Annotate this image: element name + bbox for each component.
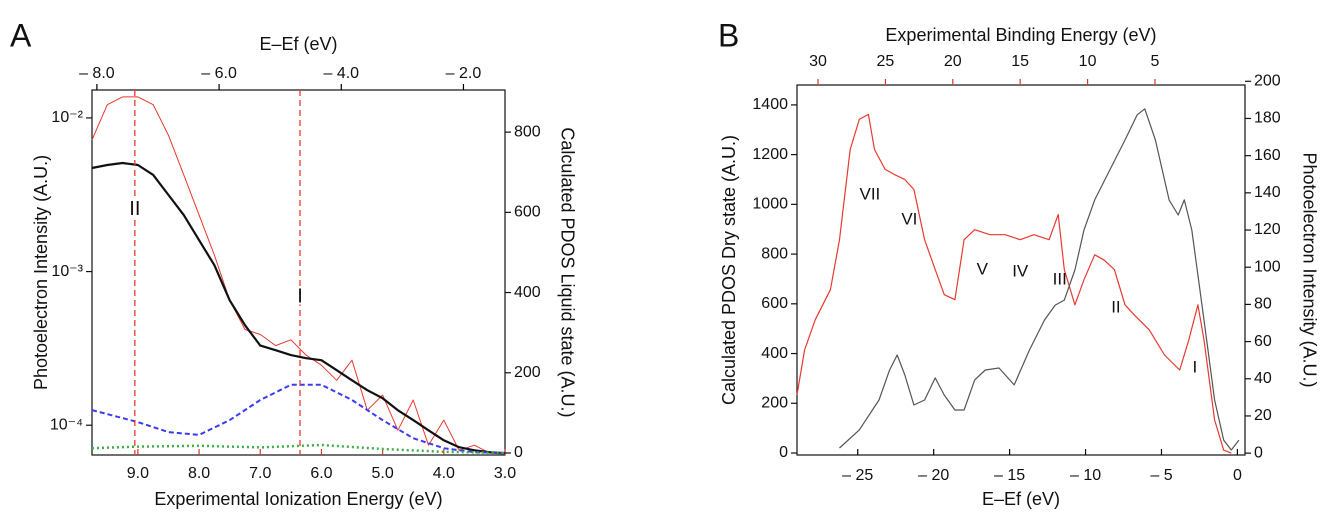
x-tick-label: – 5 <box>1150 467 1172 484</box>
panel-label: A <box>10 17 32 53</box>
x-tick-label: – 10 <box>1070 467 1101 484</box>
y2-axis-label: Photoelectron Intensity (A.U.) <box>1299 152 1319 387</box>
x-tick-label: – 25 <box>842 467 873 484</box>
x2-tick-label: – 8.0 <box>79 65 115 82</box>
y-tick-label: 800 <box>761 245 788 262</box>
y2-tick-label: 20 <box>1254 407 1272 424</box>
y2-tick-label: 400 <box>514 284 541 301</box>
annotation: IV <box>1012 261 1029 280</box>
y-tick-label: 10⁻³ <box>51 263 83 280</box>
y-tick-label: 1000 <box>752 196 788 213</box>
y2-tick-label: 180 <box>1254 110 1281 127</box>
series-line <box>91 383 506 454</box>
series-line <box>839 108 1240 451</box>
x2-tick-label: – 2.0 <box>446 65 482 82</box>
x-tick-label: 7.0 <box>249 465 271 482</box>
y2-tick-label: 600 <box>514 204 541 221</box>
y2-tick-label: 60 <box>1254 333 1272 350</box>
x-tick-label: – 15 <box>994 467 1025 484</box>
annotation: V <box>977 259 989 278</box>
y2-tick-label: 200 <box>1254 73 1281 90</box>
series-line <box>91 96 506 455</box>
y-tick-label: 200 <box>761 394 788 411</box>
y-tick-label: 0 <box>779 444 788 461</box>
x-tick-label: 3.0 <box>494 465 516 482</box>
x2-tick-label: 25 <box>877 53 895 70</box>
y2-tick-label: 0 <box>514 444 523 461</box>
x2-tick-label: 20 <box>944 53 962 70</box>
x2-tick-label: 10 <box>1079 53 1097 70</box>
y-axis-label: Calculated PDOS Dry state (A.U.) <box>719 135 739 405</box>
x-tick-label: 8.0 <box>188 465 210 482</box>
x-tick-label: 6.0 <box>310 465 332 482</box>
series-line <box>91 443 506 455</box>
annotation: III <box>1053 269 1067 288</box>
annotation: VII <box>859 184 880 203</box>
series-line <box>796 113 1232 454</box>
x-tick-label: 9.0 <box>127 465 149 482</box>
y2-tick-label: 140 <box>1254 184 1281 201</box>
x2-tick-label: 30 <box>809 53 827 70</box>
y2-axis-label: Calculated PDOS Liquid state (A.U.) <box>557 127 577 417</box>
annotation: I <box>1193 357 1198 376</box>
y2-tick-label: 800 <box>514 123 541 140</box>
y2-tick-label: 40 <box>1254 370 1272 387</box>
x2-axis-label: E–Ef (eV) <box>259 34 337 54</box>
x2-tick-label: – 6.0 <box>201 65 237 82</box>
y-tick-label: 600 <box>761 295 788 312</box>
panel-label: B <box>718 17 739 53</box>
y2-tick-label: 200 <box>514 364 541 381</box>
plot-frame <box>796 84 1246 456</box>
annotation: II <box>1111 298 1120 317</box>
marker-label: I <box>297 286 303 308</box>
x-tick-label: – 20 <box>918 467 949 484</box>
x-tick-label: 4.0 <box>433 465 455 482</box>
y-tick-label: 1400 <box>752 96 788 113</box>
x2-tick-label: 15 <box>1011 53 1029 70</box>
y2-tick-label: 120 <box>1254 221 1281 238</box>
annotation: VI <box>901 210 917 229</box>
y2-tick-label: 0 <box>1254 444 1263 461</box>
x-axis-label: E–Ef (eV) <box>982 489 1060 509</box>
y-tick-label: 10⁻² <box>51 109 83 126</box>
y2-tick-label: 160 <box>1254 147 1281 164</box>
series-line <box>91 161 506 455</box>
y-tick-label: 10⁻⁴ <box>50 416 83 433</box>
x2-tick-label: – 4.0 <box>323 65 359 82</box>
y2-tick-label: 100 <box>1254 258 1281 275</box>
x-axis-label: Experimental Ionization Energy (eV) <box>154 489 442 509</box>
x2-tick-label: 5 <box>1151 53 1160 70</box>
marker-label: II <box>129 198 140 220</box>
x-tick-label: 5.0 <box>372 465 394 482</box>
y-tick-label: 400 <box>761 345 788 362</box>
x2-axis-label: Experimental Binding Energy (eV) <box>885 25 1156 45</box>
y-axis-label: Photoelectron Intensity (A.U.) <box>31 155 51 390</box>
y2-tick-label: 80 <box>1254 296 1272 313</box>
y-tick-label: 1200 <box>752 146 788 163</box>
plot-frame <box>91 89 506 456</box>
x-tick-label: 0 <box>1233 467 1242 484</box>
